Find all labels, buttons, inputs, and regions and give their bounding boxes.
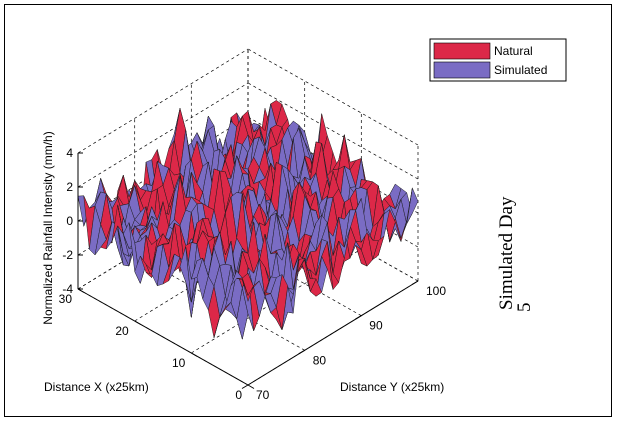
x-tick-label: 20 [115,324,129,338]
x-tick-mark [191,352,198,357]
legend-swatch-natural [433,42,491,60]
side-label: Simulated Day [496,196,517,310]
z-tick-label: -4 [62,282,73,296]
ticks-layer: 0 10 20 30 70 80 90 100 -4 -2 0 2 4 [59,146,447,402]
axes-layer [77,152,419,389]
y-tick-label: 70 [256,388,270,402]
y-tick-mark [411,280,419,285]
surface-facet [242,279,254,303]
x-tick-mark [77,288,85,293]
wall-grid-z [247,48,419,146]
wall-grid-z [247,82,419,180]
x-axis-label: Distance X (x25km) [44,380,149,394]
z-tick-label: -2 [62,248,73,262]
z-tick-label: 2 [66,180,73,194]
z-tick-label: 0 [66,214,73,228]
legend-label-natural: Natural [494,44,533,58]
y-tick-mark [241,384,249,389]
x-axis-line [77,288,249,386]
x-tick-label: 0 [235,388,242,402]
z-tick-label: 4 [66,146,73,160]
legend-label-simulated: Simulated [494,63,547,77]
y-tick-label: 80 [313,353,327,367]
y-tick-mark [355,315,362,320]
figure-border [4,4,612,417]
legend: Natural Simulated [429,38,567,82]
y-tick-label: 100 [426,284,446,298]
wall-grid-z [77,48,249,154]
surface-layer [77,99,419,340]
side-value: 5 [514,303,535,313]
x-tick-label: 10 [172,356,186,370]
legend-swatch-simulated [433,61,491,79]
y-tick-mark [298,349,305,355]
y-axis-line [247,280,419,386]
y-axis-label: Distance Y (x25km) [340,380,444,394]
y-tick-label: 90 [369,319,383,333]
x-tick-label: 30 [59,292,73,306]
z-axis-label: Normalized Rainfall Intensity (mm/h) [41,131,55,324]
x-tick-mark [247,384,255,389]
x-tick-mark [134,320,141,325]
